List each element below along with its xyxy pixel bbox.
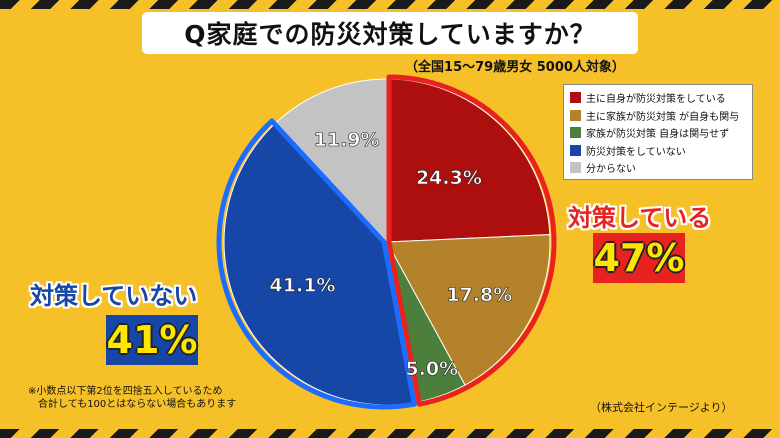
slice-value-label: 11.9% [314, 129, 380, 151]
not-doing-callout-label: 対策していない [30, 282, 198, 310]
slice-value-label: 5.0% [405, 358, 458, 380]
footnote-line: ※小数点以下第2位を四捨五入しているため [28, 386, 223, 397]
doing-group-outline [386, 74, 557, 407]
doing-callout-label: 対策している [568, 204, 712, 232]
slice-value-label: 41.1% [270, 275, 336, 297]
legend-label: 家族が防災対策 自身は関与せず [586, 129, 730, 141]
legend-swatch [570, 162, 581, 174]
legend-label: 防災対策をしていない [586, 146, 686, 158]
legend-item: 防災対策をしていない [570, 142, 746, 160]
footnote-line: 合計しても100とはならない場合もあります [38, 399, 237, 410]
legend-label: 主に自身が防災対策をしている [586, 94, 726, 106]
pie-slice [275, 78, 388, 244]
top-warning-stripe [0, 0, 780, 9]
chart-subtitle: （全国15～79歳男女 5000人対象） [405, 60, 625, 75]
legend-swatch [570, 109, 581, 121]
source-credit: （株式会社インテージより） [590, 401, 733, 414]
legend-swatch [570, 92, 581, 104]
pie-slice [386, 78, 551, 243]
legend-item: 主に自身が防災対策をしている [570, 89, 746, 107]
footnote: ※小数点以下第2位を四捨五入しているため 合計しても100とはならない場合もあり… [28, 385, 236, 411]
not-doing-callout-value: 41% [106, 315, 198, 365]
slice-value-label: 17.8% [446, 284, 512, 306]
legend-item: 主に家族が防災対策 が自身も関与 [570, 107, 746, 125]
chart-legend: 主に自身が防災対策をしている 主に家族が防災対策 が自身も関与 家族が防災対策 … [563, 84, 753, 180]
slice-value-label: 24.3% [416, 167, 482, 189]
not-doing-slice-outline [216, 118, 417, 410]
legend-swatch [570, 144, 581, 156]
pie-slice [386, 234, 551, 386]
legend-label: 主に家族が防災対策 が自身も関与 [586, 111, 740, 123]
pie-slice [223, 121, 418, 406]
doing-callout-value: 47% [593, 233, 685, 283]
legend-item: 家族が防災対策 自身は関与せず [570, 124, 746, 142]
legend-label: 分からない [586, 164, 636, 176]
bottom-warning-stripe [0, 429, 780, 438]
legend-swatch [570, 127, 581, 139]
chart-title: Q家庭での防災対策していますか？ [142, 12, 638, 54]
legend-item: 分からない [570, 159, 746, 177]
